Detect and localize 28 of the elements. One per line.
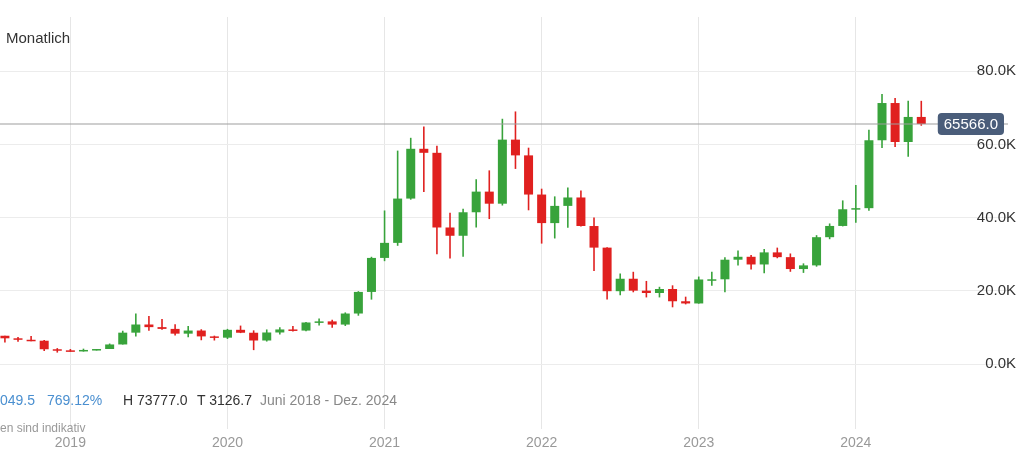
- ref-line-label: 65566.0: [943, 115, 999, 133]
- x-tick-label: 2023: [683, 434, 715, 451]
- y-tick-label: 20.0K: [976, 280, 1016, 298]
- y-tick-label: 80.0K: [976, 61, 1016, 79]
- candlestick: [707, 271, 717, 286]
- candlestick: [733, 250, 743, 266]
- candlestick: [314, 318, 324, 326]
- y-tick-label: 60.0K: [976, 134, 1016, 152]
- candlestick: [563, 187, 573, 228]
- candlestick: [157, 319, 167, 330]
- x-tick-label: 2020: [211, 434, 244, 451]
- x-tick-label: 2021: [368, 434, 401, 451]
- y-tick-label: 0.0K: [985, 354, 1016, 372]
- y-tick-label: 40.0K: [976, 207, 1016, 225]
- annotation: Juni 2018 - Dez. 2024: [260, 392, 397, 408]
- candlestick: [419, 126, 429, 192]
- annotation: 769.12%: [47, 392, 103, 408]
- annotation: en sind indikativ: [0, 421, 86, 435]
- annotation: 049.5: [0, 392, 36, 408]
- x-tick-label: 2019: [54, 434, 87, 451]
- candlestick: [484, 170, 494, 220]
- annotation: T 3126.7: [197, 392, 253, 408]
- annotation: H 73777.0: [123, 392, 188, 408]
- x-tick-label: 2024: [840, 434, 872, 451]
- candlestick: [445, 212, 455, 259]
- x-tick-label: 2022: [526, 434, 558, 451]
- text: Monatlich: [6, 29, 71, 46]
- candlestick: [851, 185, 861, 223]
